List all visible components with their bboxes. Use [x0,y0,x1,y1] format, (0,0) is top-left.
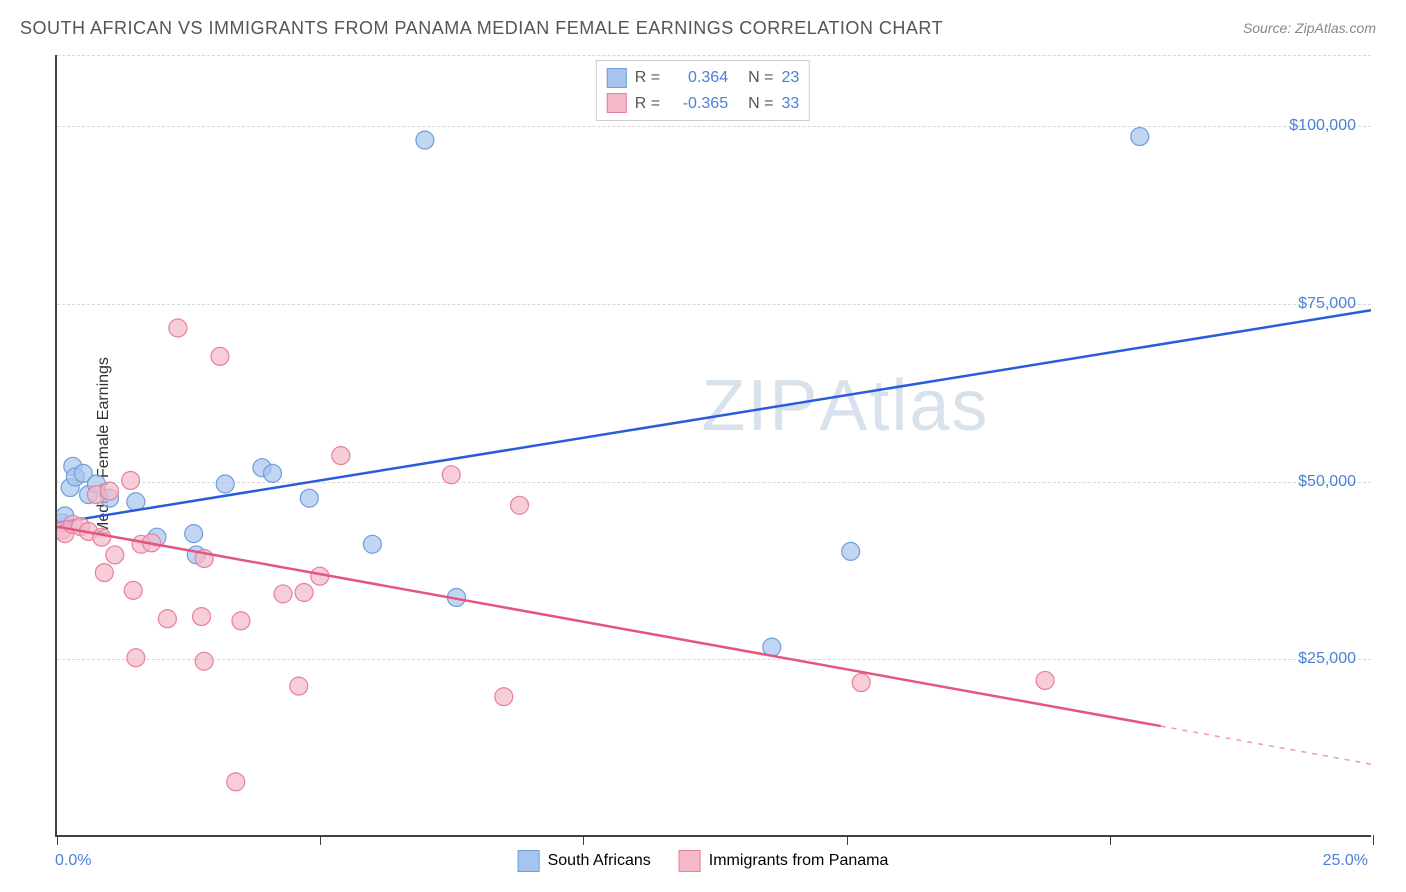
source-label: Source: ZipAtlas.com [1243,20,1376,36]
legend-n-value-1: 23 [781,65,799,91]
trend-line [57,527,1161,727]
data-point [300,489,318,507]
legend-correlation: R = 0.364 N = 23 R = -0.365 N = 33 [596,60,810,121]
legend-item-2: Immigrants from Panama [679,850,889,872]
x-tick [847,835,848,845]
chart-title: SOUTH AFRICAN VS IMMIGRANTS FROM PANAMA … [20,18,943,39]
x-tick [320,835,321,845]
data-point [232,612,250,630]
data-point [127,649,145,667]
legend-swatch-2 [607,93,627,113]
legend-n-label: N = [748,91,773,117]
data-point [852,674,870,692]
data-point [195,652,213,670]
trend-line [57,310,1371,523]
data-point [193,608,211,626]
data-point [274,585,292,603]
x-tick [583,835,584,845]
legend-item-1: South Africans [518,850,651,872]
data-point [842,542,860,560]
data-point [93,528,111,546]
data-point [295,584,313,602]
data-point [106,546,124,564]
legend-series: South Africans Immigrants from Panama [518,850,889,872]
data-point [101,482,119,500]
data-point [511,496,529,514]
data-point [122,471,140,489]
data-point [1131,128,1149,146]
legend-bottom-swatch-2 [679,850,701,872]
data-point [185,525,203,543]
trend-line-extrapolated [1161,726,1371,764]
x-tick [1373,835,1374,845]
data-point [363,535,381,553]
legend-r-value-1: 0.364 [668,65,728,91]
data-point [290,677,308,695]
x-tick-label: 0.0% [55,852,91,870]
x-tick [1110,835,1111,845]
data-point [95,564,113,582]
data-point [416,131,434,149]
legend-row-series-2: R = -0.365 N = 33 [607,91,799,117]
data-point [442,466,460,484]
data-point [332,447,350,465]
x-tick-label: 25.0% [1323,852,1368,870]
x-tick [57,835,58,845]
data-point [169,319,187,337]
chart-plot-area: ZIPAtlas [55,55,1371,837]
data-point [264,464,282,482]
data-point [124,581,142,599]
data-point [158,610,176,628]
legend-series-1-label: South Africans [548,852,651,870]
data-point [216,475,234,493]
legend-n-label: N = [748,65,773,91]
legend-swatch-1 [607,68,627,88]
legend-r-label: R = [635,91,660,117]
legend-n-value-2: 33 [781,91,799,117]
legend-row-series-1: R = 0.364 N = 23 [607,65,799,91]
scatter-svg [57,55,1371,835]
legend-series-2-label: Immigrants from Panama [709,852,889,870]
data-point [495,688,513,706]
legend-r-label: R = [635,65,660,91]
legend-bottom-swatch-1 [518,850,540,872]
data-point [211,347,229,365]
data-point [1036,671,1054,689]
legend-r-value-2: -0.365 [668,91,728,117]
data-point [227,773,245,791]
